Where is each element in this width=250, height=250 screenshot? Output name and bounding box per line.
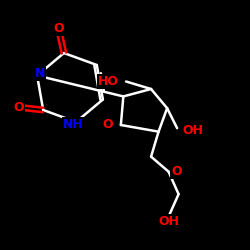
Text: O: O: [171, 165, 182, 178]
Text: OH: OH: [158, 215, 179, 228]
Text: O: O: [54, 22, 64, 35]
Text: HO: HO: [98, 75, 118, 88]
Text: NH: NH: [63, 118, 84, 131]
Text: O: O: [13, 101, 24, 114]
Text: OH: OH: [182, 124, 203, 137]
Text: O: O: [103, 118, 113, 132]
Text: N: N: [34, 66, 45, 80]
